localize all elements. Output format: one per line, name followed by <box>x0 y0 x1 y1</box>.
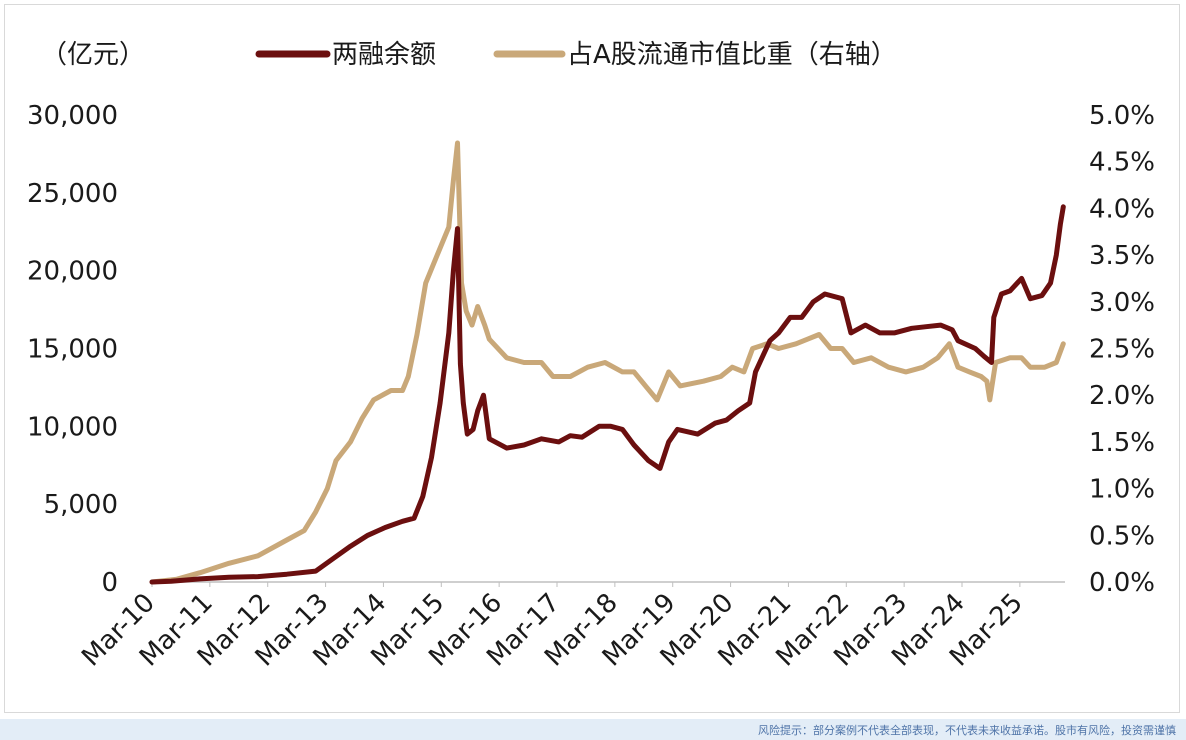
left-axis-tick-label: 5,000 <box>44 490 118 520</box>
right-axis-tick-label: 2.0% <box>1089 381 1155 411</box>
left-axis-ticks: 0 5,000 10,000 15,000 20,000 25,000 30,000 <box>27 101 118 598</box>
right-axis-tick-label: 4.5% <box>1089 148 1155 178</box>
series-line-balance <box>149 204 1066 585</box>
series-line-ratio <box>149 140 1066 585</box>
left-axis-tick-label: 0 <box>101 568 118 598</box>
legend-label-balance: 两融余额 <box>332 40 436 70</box>
right-axis-tick-label: 4.0% <box>1089 194 1155 224</box>
chart-svg: （亿元） 两融余额 占A股流通市值比重（右轴） 0 5,000 10,000 15,0… <box>27 40 1155 672</box>
chart-frame: （亿元） 两融余额 占A股流通市值比重（右轴） 0 5,000 10,000 15,0… <box>4 4 1180 713</box>
legend-label-ratio: 占A股流通市值比重（右轴） <box>567 40 897 70</box>
right-axis-tick-label: 3.0% <box>1089 288 1155 318</box>
right-axis-tick-label: 1.5% <box>1089 428 1155 458</box>
right-axis-tick-label: 5.0% <box>1089 101 1155 131</box>
left-axis-unit-label: （亿元） <box>41 40 145 70</box>
right-axis-tick-label: 3.5% <box>1089 241 1155 271</box>
right-axis-tick-label: 1.0% <box>1089 475 1155 505</box>
left-axis-tick-label: 20,000 <box>27 257 118 287</box>
right-axis-tick-label: 2.5% <box>1089 335 1155 365</box>
x-axis-ticks: Mar-10Mar-11Mar-12Mar-13Mar-14Mar-15Mar-… <box>76 582 1029 672</box>
risk-disclaimer: 风险提示：部分案例不代表全部表现，不代表未来收益承诺。股市有风险，投资需谨慎 <box>758 724 1176 737</box>
left-axis-tick-label: 10,000 <box>27 412 118 442</box>
left-axis-tick-label: 30,000 <box>27 101 118 131</box>
right-axis-tick-label: 0.0% <box>1089 568 1155 598</box>
right-axis-ticks: 0.0% 0.5% 1.0% 1.5% 2.0% 2.5% 3.0% 3.5% 4.0% 4.5%… <box>1089 101 1155 598</box>
left-axis-tick-label: 15,000 <box>27 335 118 365</box>
disclaimer-bar: 风险提示：部分案例不代表全部表现，不代表未来收益承诺。股市有风险，投资需谨慎 <box>0 719 1186 740</box>
right-axis-tick-label: 0.5% <box>1089 521 1155 551</box>
left-axis-tick-label: 25,000 <box>27 179 118 209</box>
